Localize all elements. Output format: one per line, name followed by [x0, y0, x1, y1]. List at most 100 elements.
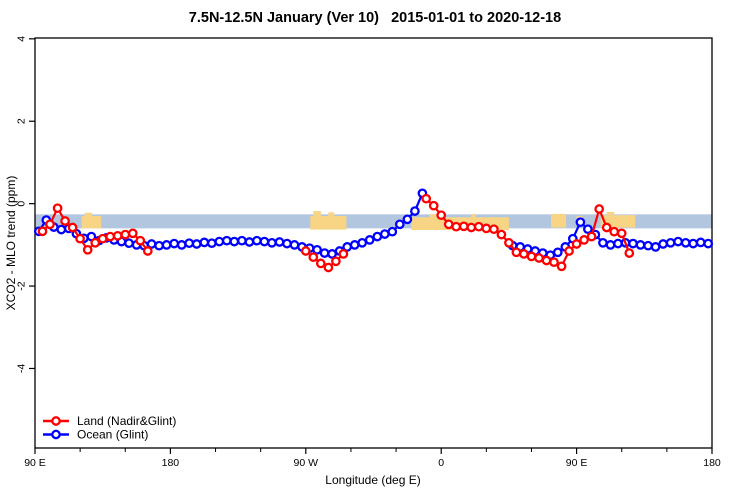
land-series-marker — [609, 226, 620, 237]
ocean-series-marker — [364, 235, 375, 245]
ocean-series-marker — [229, 236, 240, 247]
legend-item: Land (Nadir&Glint) — [43, 414, 176, 428]
ocean-series-marker — [191, 239, 202, 249]
land-patch — [81, 216, 102, 229]
ocean-series-marker — [650, 242, 661, 252]
land-series-marker — [315, 258, 326, 269]
ocean-series-marker — [274, 237, 285, 247]
legend-marker-circle — [51, 429, 61, 440]
land-series-marker — [489, 224, 499, 235]
ocean-series-marker — [552, 247, 563, 258]
land-patch — [471, 213, 476, 218]
land-series-marker — [504, 237, 514, 248]
legend-label: Land (Nadir&Glint) — [77, 414, 176, 428]
ocean-series-marker — [237, 235, 247, 246]
x-tick-label: 90 E — [24, 457, 46, 469]
land-series-marker — [579, 235, 589, 245]
land-series-marker — [601, 222, 612, 233]
land-series-marker — [142, 246, 153, 256]
land-series-marker — [594, 204, 605, 214]
land-series-marker — [534, 253, 544, 263]
ocean-series-marker — [357, 237, 368, 248]
ocean-series-marker — [312, 244, 322, 255]
land-series-marker — [519, 249, 529, 259]
land-series-marker — [120, 229, 131, 240]
ocean-series-marker — [184, 238, 195, 249]
ocean-series-marker — [349, 240, 360, 250]
ocean-series-marker — [379, 229, 390, 239]
land-series-marker — [443, 219, 454, 230]
land-series-marker — [541, 255, 552, 266]
land-series-marker — [436, 210, 447, 221]
land-series-marker — [428, 200, 439, 211]
land-series-marker — [75, 233, 85, 244]
ocean-series-marker — [628, 238, 638, 249]
land-series-marker — [127, 228, 138, 239]
land-patch — [310, 216, 347, 230]
land-series-marker — [466, 222, 477, 233]
x-tick-label: 90 W — [294, 457, 319, 469]
land-series-marker — [511, 247, 522, 258]
land-series-marker — [338, 249, 349, 259]
land-series-marker — [37, 226, 48, 237]
land-series-marker — [458, 221, 469, 232]
land-series-marker — [421, 193, 432, 204]
land-series-marker — [331, 256, 341, 267]
land-series-marker — [481, 223, 492, 234]
ocean-series-marker — [410, 206, 420, 216]
land-series-marker — [82, 244, 93, 255]
legend-label: Ocean (Glint) — [77, 428, 148, 442]
ocean-series-marker — [387, 226, 398, 237]
land-series-marker — [45, 219, 55, 230]
ocean-series-marker — [605, 240, 616, 250]
ocean-series-marker — [402, 214, 413, 225]
y-tick-label: 4 — [16, 36, 28, 42]
land-patch — [606, 211, 615, 216]
land-patch — [328, 212, 335, 217]
land-series-marker — [105, 231, 116, 242]
ocean-series-marker — [680, 237, 691, 248]
land-series-marker — [556, 261, 567, 272]
ocean-series-marker — [394, 219, 405, 230]
land-series-marker — [97, 233, 108, 244]
ocean-series-marker — [252, 235, 262, 246]
land-series-marker — [52, 203, 63, 214]
ocean-series-marker — [221, 235, 232, 246]
ocean-series-marker — [289, 240, 300, 250]
land-series-marker — [624, 248, 635, 258]
land-series-marker — [308, 252, 319, 263]
ocean-series-marker — [161, 240, 172, 250]
ocean-series-marker — [169, 238, 180, 249]
ocean-series-marker — [124, 238, 134, 249]
ocean-series-marker — [673, 236, 683, 247]
ocean-series-marker — [176, 240, 187, 250]
ocean-series-marker — [695, 237, 706, 248]
y-tick-label: -2 — [16, 281, 28, 290]
land-series-marker — [496, 229, 507, 240]
land-patch — [313, 211, 321, 217]
land-series-marker — [60, 216, 70, 226]
ocean-series-marker — [282, 238, 292, 249]
land-series-marker — [67, 222, 78, 233]
legend-item: Ocean (Glint) — [43, 428, 148, 442]
ocean-series-marker — [319, 248, 330, 258]
land-series-marker — [112, 230, 123, 241]
land-series-marker — [451, 221, 462, 232]
x-tick-label: 0 — [438, 457, 444, 469]
land-series-marker — [571, 239, 582, 249]
land-series-marker — [586, 231, 597, 242]
ocean-series-marker — [206, 238, 217, 249]
ocean-series-marker — [267, 237, 277, 248]
land-series-marker — [323, 262, 334, 273]
ocean-series-marker — [259, 236, 270, 247]
land-series-marker — [90, 237, 101, 248]
land-patch — [551, 213, 567, 228]
ocean-series-marker — [244, 237, 255, 247]
ocean-series-marker — [199, 237, 210, 248]
land-series-marker — [564, 246, 574, 256]
ocean-series-marker — [56, 224, 67, 235]
ocean-series-marker — [583, 224, 593, 235]
land-series-marker — [549, 257, 559, 268]
